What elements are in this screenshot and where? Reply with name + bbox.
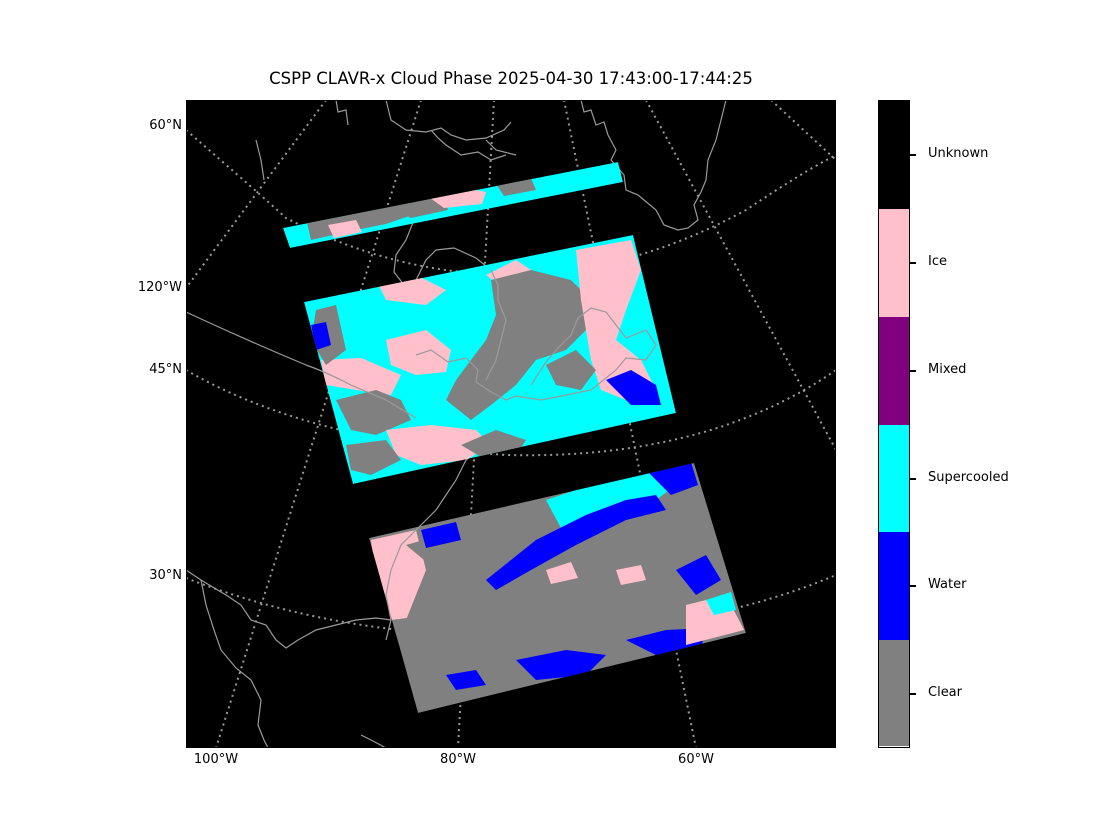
colorbar-label-water: Water: [928, 577, 967, 592]
colorbar-swatch-unknown: [879, 101, 909, 209]
figure-title: CSPP CLAVR-x Cloud Phase 2025-04-30 17:4…: [269, 69, 753, 88]
colorbar-label-clear: Clear: [928, 685, 962, 700]
south-swath: [369, 463, 746, 713]
north-swath: [283, 162, 623, 248]
colorbar-label-supercooled: Supercooled: [928, 470, 1009, 485]
colorbar-swatch-ice: [879, 209, 909, 317]
lon-label-120w: 120°W: [137, 280, 182, 295]
lat-label-60n: 60°N: [149, 118, 182, 133]
map-canvas: [186, 100, 836, 748]
gulf-coast: [186, 569, 392, 748]
lat-label-45n: 45°N: [149, 362, 182, 377]
colorbar-swatch-clear: [879, 640, 909, 746]
colorbar-tick: [910, 478, 916, 480]
colorbar: [878, 100, 910, 748]
lon-label-80w: 80°W: [440, 752, 476, 767]
meridian-40w: [645, 100, 836, 451]
map-panel[interactable]: [186, 100, 836, 748]
middle-swath: [304, 235, 676, 484]
colorbar-tick: [910, 693, 916, 695]
colorbar-swatch-supercooled: [879, 425, 909, 532]
meridian-120w: [186, 100, 327, 289]
lat-label-30n: 30°N: [149, 568, 182, 583]
colorbar-tick: [910, 370, 916, 372]
meridian-60w: [563, 100, 697, 748]
colorbar-swatch-mixed: [879, 317, 909, 425]
colorbar-tick: [910, 262, 916, 264]
colorbar-tick: [910, 585, 916, 587]
lon-label-60w: 60°W: [678, 752, 714, 767]
colorbar-label-unknown: Unknown: [928, 146, 989, 161]
lon-label-100w: 100°W: [193, 752, 239, 767]
arctic-islands: [255, 100, 517, 181]
colorbar-tick: [910, 154, 916, 156]
greenland-coast: [580, 100, 727, 231]
colorbar-swatch-water: [879, 532, 909, 640]
colorbar-label-mixed: Mixed: [928, 362, 967, 377]
colorbar-label-ice: Ice: [928, 254, 947, 269]
meridian-20w: [770, 100, 836, 161]
